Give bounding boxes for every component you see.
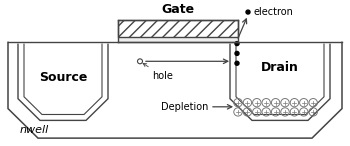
Circle shape: [235, 42, 239, 46]
Circle shape: [235, 51, 239, 55]
Bar: [118, 37, 238, 42]
Bar: [118, 20, 238, 37]
Circle shape: [138, 59, 142, 64]
PathPatch shape: [236, 44, 324, 114]
Text: Gate: Gate: [161, 3, 195, 16]
PathPatch shape: [8, 42, 342, 138]
PathPatch shape: [24, 44, 102, 114]
Circle shape: [235, 61, 239, 65]
Text: nwell: nwell: [20, 125, 49, 135]
Text: electron: electron: [253, 7, 293, 17]
PathPatch shape: [230, 44, 330, 120]
Text: hole: hole: [143, 63, 173, 81]
Text: Depletion: Depletion: [161, 102, 208, 112]
Text: Source: Source: [39, 71, 87, 84]
PathPatch shape: [18, 44, 108, 120]
Circle shape: [246, 10, 250, 14]
Text: Drain: Drain: [261, 61, 299, 74]
